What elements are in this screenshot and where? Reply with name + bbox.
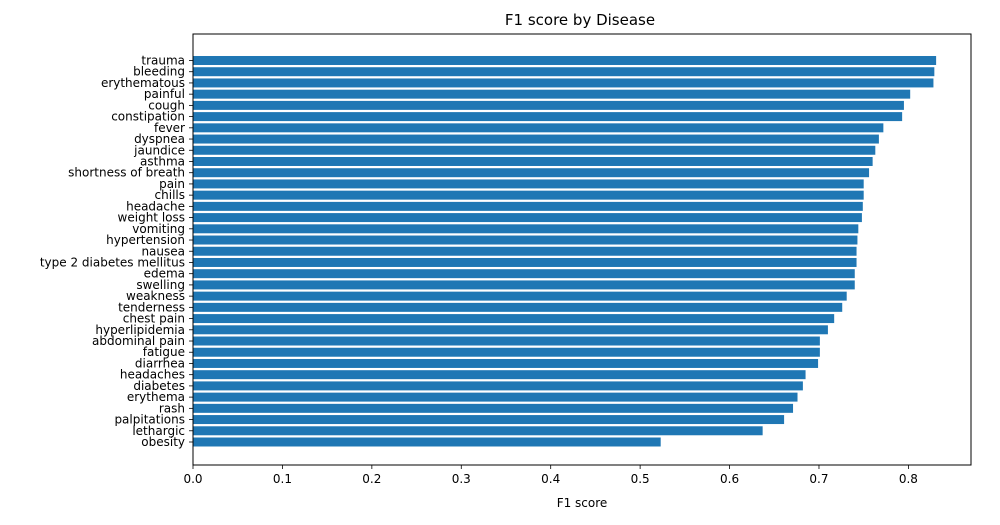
category-label: weight loss: [118, 211, 185, 225]
chart-title: F1 score by Disease: [505, 11, 655, 29]
bar: [193, 134, 879, 144]
x-tick-label: 0.7: [809, 472, 828, 486]
category-label: cough: [148, 98, 185, 112]
bar: [193, 269, 855, 279]
bar: [193, 370, 806, 380]
category-label: edema: [144, 267, 185, 281]
category-label: obesity: [141, 435, 185, 449]
bar: [193, 168, 870, 178]
category-label: dyspnea: [134, 132, 185, 146]
x-tick-label: 0.5: [631, 472, 650, 486]
category-label: palpitations: [114, 413, 185, 427]
bar: [193, 179, 864, 189]
category-label: jaundice: [133, 143, 185, 157]
bar: [193, 145, 876, 155]
bar: [193, 213, 862, 223]
category-label: shortness of breath: [68, 166, 185, 180]
category-label: bleeding: [133, 65, 185, 79]
bar: [193, 415, 785, 425]
bar: [193, 89, 911, 99]
bar: [193, 347, 820, 357]
category-label: fatigue: [143, 345, 185, 359]
category-label: headaches: [120, 368, 185, 382]
category-label: nausea: [141, 244, 185, 258]
category-label: pain: [159, 177, 185, 191]
bar: [193, 67, 935, 77]
category-label: weakness: [126, 289, 185, 303]
x-axis-label: F1 score: [557, 496, 608, 510]
bar: [193, 336, 820, 346]
category-label: hyperlipidemia: [95, 323, 185, 337]
category-label: diabetes: [133, 379, 185, 393]
category-label: asthma: [140, 154, 185, 168]
category-labels: traumableedingerythematouspainfulcoughco…: [40, 54, 193, 449]
bar: [193, 201, 863, 211]
category-label: type 2 diabetes mellitus: [40, 255, 185, 269]
category-label: rash: [159, 401, 185, 415]
x-tick-label: 0.6: [720, 472, 739, 486]
category-label: chills: [155, 188, 185, 202]
bars-layer: [193, 56, 937, 447]
plot-frame: [192, 33, 972, 466]
bar: [193, 257, 857, 267]
bar: [193, 381, 803, 391]
bar: [193, 56, 937, 65]
x-tick-label: 0.0: [183, 472, 202, 486]
bar: [193, 358, 819, 368]
bar: [193, 314, 835, 324]
category-label: lethargic: [132, 424, 185, 438]
x-tick-label: 0.2: [362, 472, 381, 486]
x-tick-label: 0.3: [452, 472, 471, 486]
category-label: chest pain: [123, 312, 185, 326]
bar: [193, 246, 857, 256]
bar: [193, 157, 873, 166]
category-label: swelling: [136, 278, 185, 292]
category-label: abdominal pain: [92, 334, 185, 348]
bar: [193, 291, 847, 301]
category-label: headache: [126, 199, 185, 213]
category-label: erythema: [127, 390, 185, 404]
bar: [193, 224, 859, 234]
category-label: fever: [154, 121, 185, 135]
category-label: painful: [144, 87, 185, 101]
bar: [193, 100, 904, 110]
bar: [193, 392, 798, 402]
bar: [193, 437, 661, 447]
x-tick-label: 0.8: [899, 472, 918, 486]
x-tick-label: 0.1: [273, 472, 292, 486]
bar: [193, 78, 934, 88]
category-label: erythematous: [101, 76, 185, 90]
category-label: tenderness: [118, 300, 185, 314]
bar: [193, 280, 855, 290]
bar: [193, 235, 858, 245]
bar: [193, 325, 828, 335]
bar: [193, 190, 864, 200]
x-axis-ticks: 0.0 0.1 0.2 0.3 0.4 0.5 0.6 0.7 0.8: [183, 465, 918, 486]
bar: [193, 426, 763, 436]
category-label: diarrhea: [135, 356, 185, 370]
x-tick-label: 0.4: [541, 472, 560, 486]
category-label: vomiting: [132, 222, 185, 236]
category-label: trauma: [141, 54, 185, 68]
category-label: hypertension: [106, 233, 185, 247]
bar: [193, 403, 794, 413]
category-label: constipation: [111, 110, 185, 124]
bar: [193, 302, 843, 312]
bar: [193, 123, 884, 133]
bar: [193, 112, 903, 122]
